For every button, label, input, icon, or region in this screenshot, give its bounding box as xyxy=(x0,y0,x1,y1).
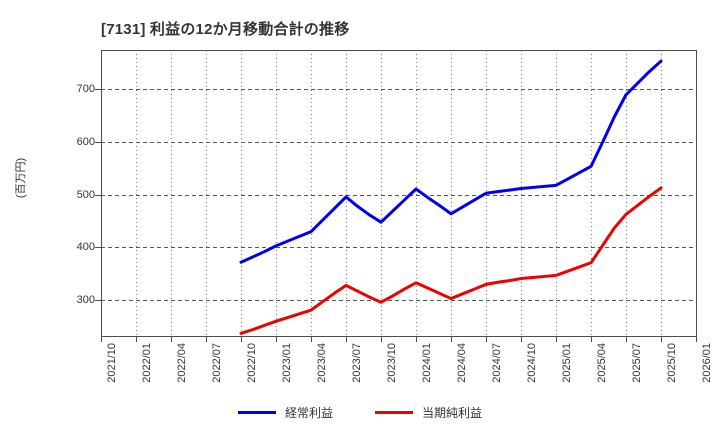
legend-item[interactable]: 当期純利益 xyxy=(375,404,482,421)
x-axis-tick-mark xyxy=(346,337,347,342)
x-axis-tick-mark xyxy=(241,337,242,342)
x-axis-tick-label: 2023/01 xyxy=(281,343,293,383)
series-line xyxy=(239,186,663,335)
x-axis-tick-mark xyxy=(696,337,697,342)
x-axis-tick-mark xyxy=(311,337,312,342)
x-axis-tick-label: 2025/10 xyxy=(666,343,678,383)
x-axis-tick-mark xyxy=(591,337,592,342)
x-axis-tick-label: 2022/07 xyxy=(211,343,223,383)
plot-border xyxy=(101,50,697,337)
x-axis-tick-mark xyxy=(276,337,277,342)
x-axis-tick-label: 2022/10 xyxy=(246,343,258,383)
x-axis-tick-label: 2024/07 xyxy=(491,343,503,383)
x-axis-tick-label: 2026/01 xyxy=(701,343,713,383)
x-axis-tick-label: 2025/07 xyxy=(631,343,643,383)
x-axis-tick-mark xyxy=(206,337,207,342)
legend-item[interactable]: 経常利益 xyxy=(237,404,333,421)
y-axis-tick-mark xyxy=(95,89,101,91)
y-axis-tick-mark xyxy=(95,194,101,196)
x-axis-tick-mark xyxy=(381,337,382,342)
y-axis-title: (百万円) xyxy=(15,157,27,199)
y-axis-tick-labels: 300 400 500 600 700 xyxy=(55,50,95,337)
y-axis-tick-mark xyxy=(95,142,101,144)
series-line xyxy=(239,59,663,264)
legend-color-swatch xyxy=(375,411,413,414)
chart-title: [7131] 利益の12か月移動合計の推移 xyxy=(101,21,350,38)
y-axis-tick-label: 600 xyxy=(76,136,95,149)
legend-label: 当期純利益 xyxy=(422,406,483,420)
legend-color-swatch xyxy=(237,411,276,414)
y-axis-tick-mark xyxy=(95,247,101,249)
y-axis-tick-label: 700 xyxy=(76,83,95,96)
plot-area xyxy=(101,50,697,337)
legend-label: 経常利益 xyxy=(284,406,333,420)
x-axis-tick-label: 2024/01 xyxy=(421,343,433,383)
x-axis-tick-label: 2021/10 xyxy=(106,343,118,383)
x-axis-tick-label: 2025/04 xyxy=(596,343,608,383)
y-axis-tick-mark xyxy=(95,300,101,302)
series-lines xyxy=(239,59,663,335)
x-axis-tick-mark xyxy=(171,337,172,342)
x-axis-tick-mark xyxy=(626,337,627,342)
grid-lines xyxy=(101,50,697,337)
x-axis-tick-mark xyxy=(661,337,662,342)
y-axis-tick-label: 300 xyxy=(76,294,95,307)
x-axis-tick-mark xyxy=(556,337,557,342)
x-axis-tick-label: 2023/07 xyxy=(351,343,363,383)
x-axis-tick-mark xyxy=(416,337,417,342)
y-axis-tick-label: 400 xyxy=(76,241,95,254)
x-axis-tick-mark xyxy=(101,337,102,342)
x-axis-tick-mark xyxy=(521,337,522,342)
x-axis-tick-label: 2024/10 xyxy=(526,343,538,383)
x-axis-tick-label: 2022/04 xyxy=(176,343,188,383)
y-axis-tick-label: 500 xyxy=(76,188,95,201)
x-axis-tick-mark xyxy=(136,337,137,342)
x-axis-tick-mark xyxy=(486,337,487,342)
x-axis-tick-label: 2023/10 xyxy=(386,343,398,383)
x-axis-tick-label: 2024/04 xyxy=(456,343,468,383)
chart-legend: 経常利益 当期純利益 xyxy=(0,404,720,421)
x-axis-tick-label: 2025/01 xyxy=(561,343,573,383)
x-axis-tick-label: 2022/01 xyxy=(141,343,153,383)
x-axis-tick-mark xyxy=(451,337,452,342)
x-axis-tick-label: 2023/04 xyxy=(316,343,328,383)
